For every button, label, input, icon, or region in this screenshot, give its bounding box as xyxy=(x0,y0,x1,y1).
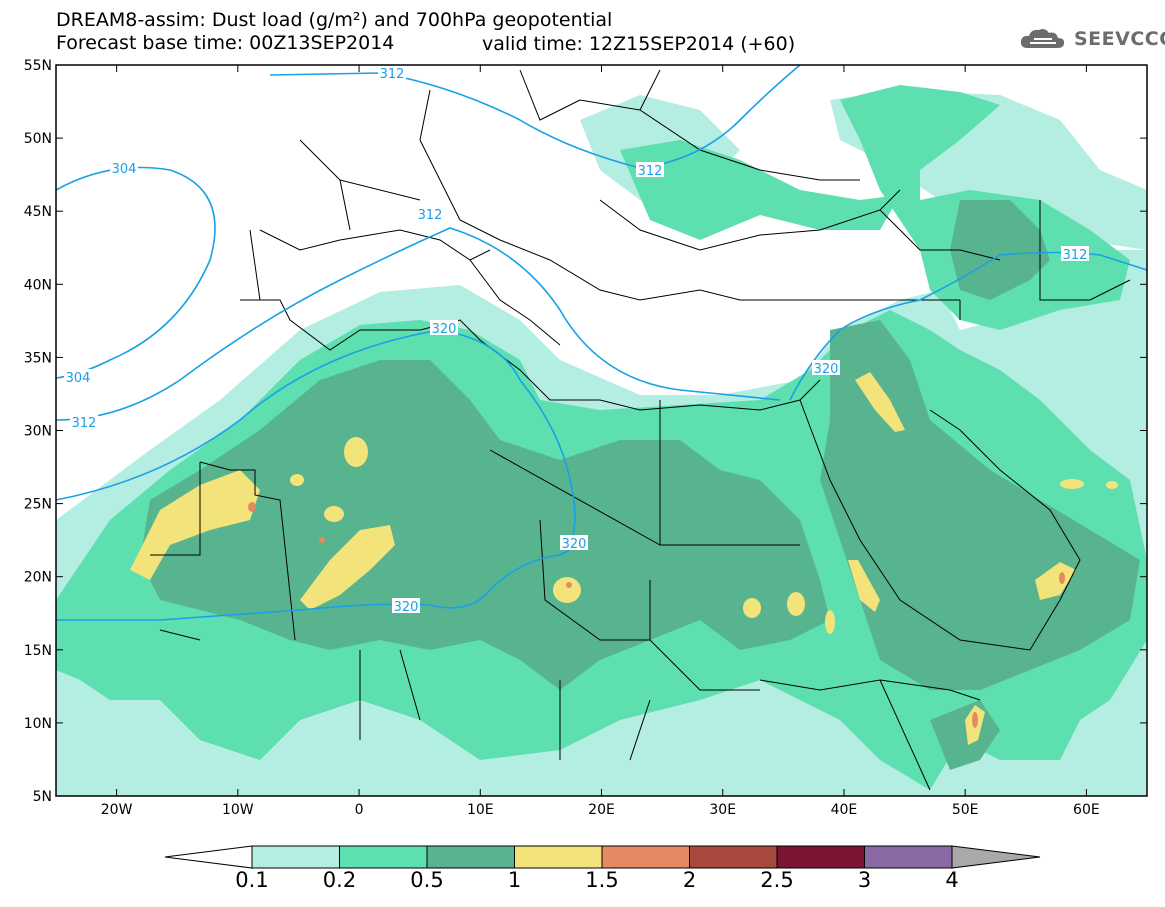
colorbar-label: 4 xyxy=(945,868,958,892)
contour-label-bg xyxy=(812,360,840,375)
map-title: DREAM8-assim: Dust load (g/m²) and 700hP… xyxy=(56,9,613,31)
contour-labels: 312 304 312 304 312 320 312 312 320 320 320 xyxy=(64,65,1089,615)
forecast-base-time: Forecast base time: 00Z13SEP2014 xyxy=(56,32,395,54)
colorbar-label: 3 xyxy=(858,868,871,892)
contour-label: 320 xyxy=(562,537,587,552)
contour-label-bg xyxy=(64,369,92,384)
lat-tick-label: 30N xyxy=(24,424,52,440)
colorbar-label: 2.5 xyxy=(760,868,793,892)
contour-304 xyxy=(56,166,216,379)
contour-label-bg xyxy=(392,598,420,613)
contour-312-north xyxy=(269,65,801,169)
colorbar-label: 0.5 xyxy=(410,868,443,892)
lon-tick-label: 10W xyxy=(222,802,254,818)
dust-level-1 xyxy=(130,372,1118,745)
contour-label-bg xyxy=(110,160,138,175)
dust-level-0.5-arabia xyxy=(820,320,1140,690)
contour-label-bg xyxy=(1061,246,1089,261)
lon-tick-label: 50E xyxy=(952,802,979,818)
lon-tick-label: 60E xyxy=(1073,802,1100,818)
lon-tick-label: 20E xyxy=(588,802,615,818)
lat-tick-label: 55N xyxy=(24,58,52,74)
colorbar-legend: 0.1 0.2 0.5 1 1.5 2 2.5 3 4 xyxy=(164,845,1041,892)
contour-label: 312 xyxy=(72,416,97,431)
lon-tick-label: 30E xyxy=(709,802,736,818)
dust-level-0.2-black-sea xyxy=(620,140,900,240)
contour-320-south xyxy=(56,544,575,621)
contour-label-bg xyxy=(636,162,664,177)
colorbar-label: 1 xyxy=(508,868,521,892)
contour-label: 312 xyxy=(418,208,443,223)
colorbar-segment xyxy=(251,845,340,869)
colorbar-segment xyxy=(339,845,428,869)
colorbar-label: 0.2 xyxy=(323,868,356,892)
valid-time: valid time: 12Z15SEP2014 (+60) xyxy=(482,33,796,55)
colorbar-segment xyxy=(776,845,865,869)
lat-tick-label: 35N xyxy=(24,350,52,366)
contour-label: 304 xyxy=(66,371,91,386)
dust-fields xyxy=(56,85,1147,796)
lat-tick-label: 5N xyxy=(33,789,52,805)
lat-tick-label: 10N xyxy=(24,716,52,732)
colorbar-segment xyxy=(426,845,515,869)
lat-tick-label: 15N xyxy=(24,643,52,659)
contour-label: 312 xyxy=(638,164,663,179)
dust-level-0.5-caspian xyxy=(950,200,1050,300)
contour-label-bg xyxy=(378,65,406,80)
contour-label: 312 xyxy=(1063,248,1088,263)
latitude-axis: 55N 50N 45N 40N 35N 30N 25N 20N 15N 10N 5N xyxy=(24,58,1147,805)
logo-text: SEEVCCC xyxy=(1074,28,1165,50)
contour-label: 312 xyxy=(380,67,405,82)
lat-tick-label: 20N xyxy=(24,570,52,586)
contour-label: 320 xyxy=(394,600,419,615)
colorbar-label: 2 xyxy=(683,868,696,892)
lon-tick-label: 40E xyxy=(831,802,858,818)
contour-312-west xyxy=(56,227,781,421)
colorbar-left-arrow xyxy=(164,845,253,869)
lat-tick-label: 50N xyxy=(24,131,52,147)
lon-tick-label: 10E xyxy=(467,802,494,818)
contour-label-bg xyxy=(430,320,458,335)
lon-tick-label: 0 xyxy=(355,802,364,818)
dust-level-1.5 xyxy=(248,502,1065,728)
contour-label-bg xyxy=(70,414,98,429)
contour-label-bg xyxy=(560,535,588,550)
colorbar-right-arrow xyxy=(951,845,1041,869)
contour-label: 304 xyxy=(112,162,137,177)
lon-tick-label: 20W xyxy=(101,802,133,818)
cloud-logo-icon xyxy=(1020,29,1065,48)
colorbar-segment xyxy=(689,845,778,869)
colorbar-label: 0.1 xyxy=(235,868,268,892)
colorbar-segment xyxy=(864,845,953,869)
colorbar-segment xyxy=(601,845,690,869)
lat-tick-label: 40N xyxy=(24,277,52,293)
contour-label: 320 xyxy=(432,322,457,337)
longitude-axis: 20W 10W 0 10E 20E 30E 40E 50E 60E xyxy=(101,65,1100,818)
lat-tick-label: 25N xyxy=(24,497,52,513)
contour-312-east xyxy=(789,251,1147,401)
geopotential-contours xyxy=(56,65,1147,621)
contour-label-bg xyxy=(416,206,444,221)
seevccc-logo: SEEVCCC xyxy=(1018,26,1165,52)
colorbar-label: 1.5 xyxy=(585,868,618,892)
contour-label: 320 xyxy=(814,362,839,377)
colorbar-segment xyxy=(514,845,603,869)
lat-tick-label: 45N xyxy=(24,204,52,220)
